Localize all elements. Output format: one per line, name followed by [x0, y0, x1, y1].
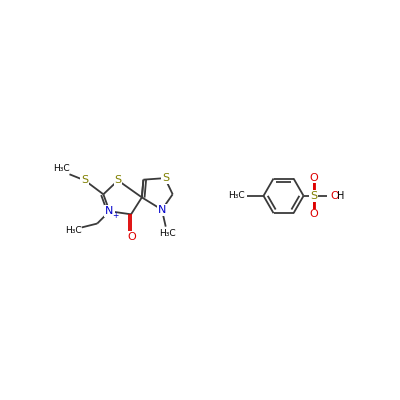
Text: N: N — [105, 206, 114, 216]
Text: O: O — [309, 173, 318, 183]
Text: H: H — [337, 191, 344, 201]
Text: N: N — [158, 205, 166, 215]
Text: O: O — [128, 232, 136, 242]
Text: S: S — [114, 175, 122, 185]
Text: O: O — [330, 191, 339, 201]
Text: H₃C: H₃C — [159, 229, 176, 238]
Text: S: S — [162, 173, 169, 183]
Text: S: S — [310, 191, 317, 201]
Text: H₃C: H₃C — [65, 226, 82, 235]
Text: S: S — [81, 176, 88, 186]
Text: H₃C: H₃C — [228, 190, 245, 200]
Text: +: + — [112, 210, 118, 220]
Text: H₃C: H₃C — [53, 164, 70, 173]
Text: O: O — [309, 208, 318, 218]
